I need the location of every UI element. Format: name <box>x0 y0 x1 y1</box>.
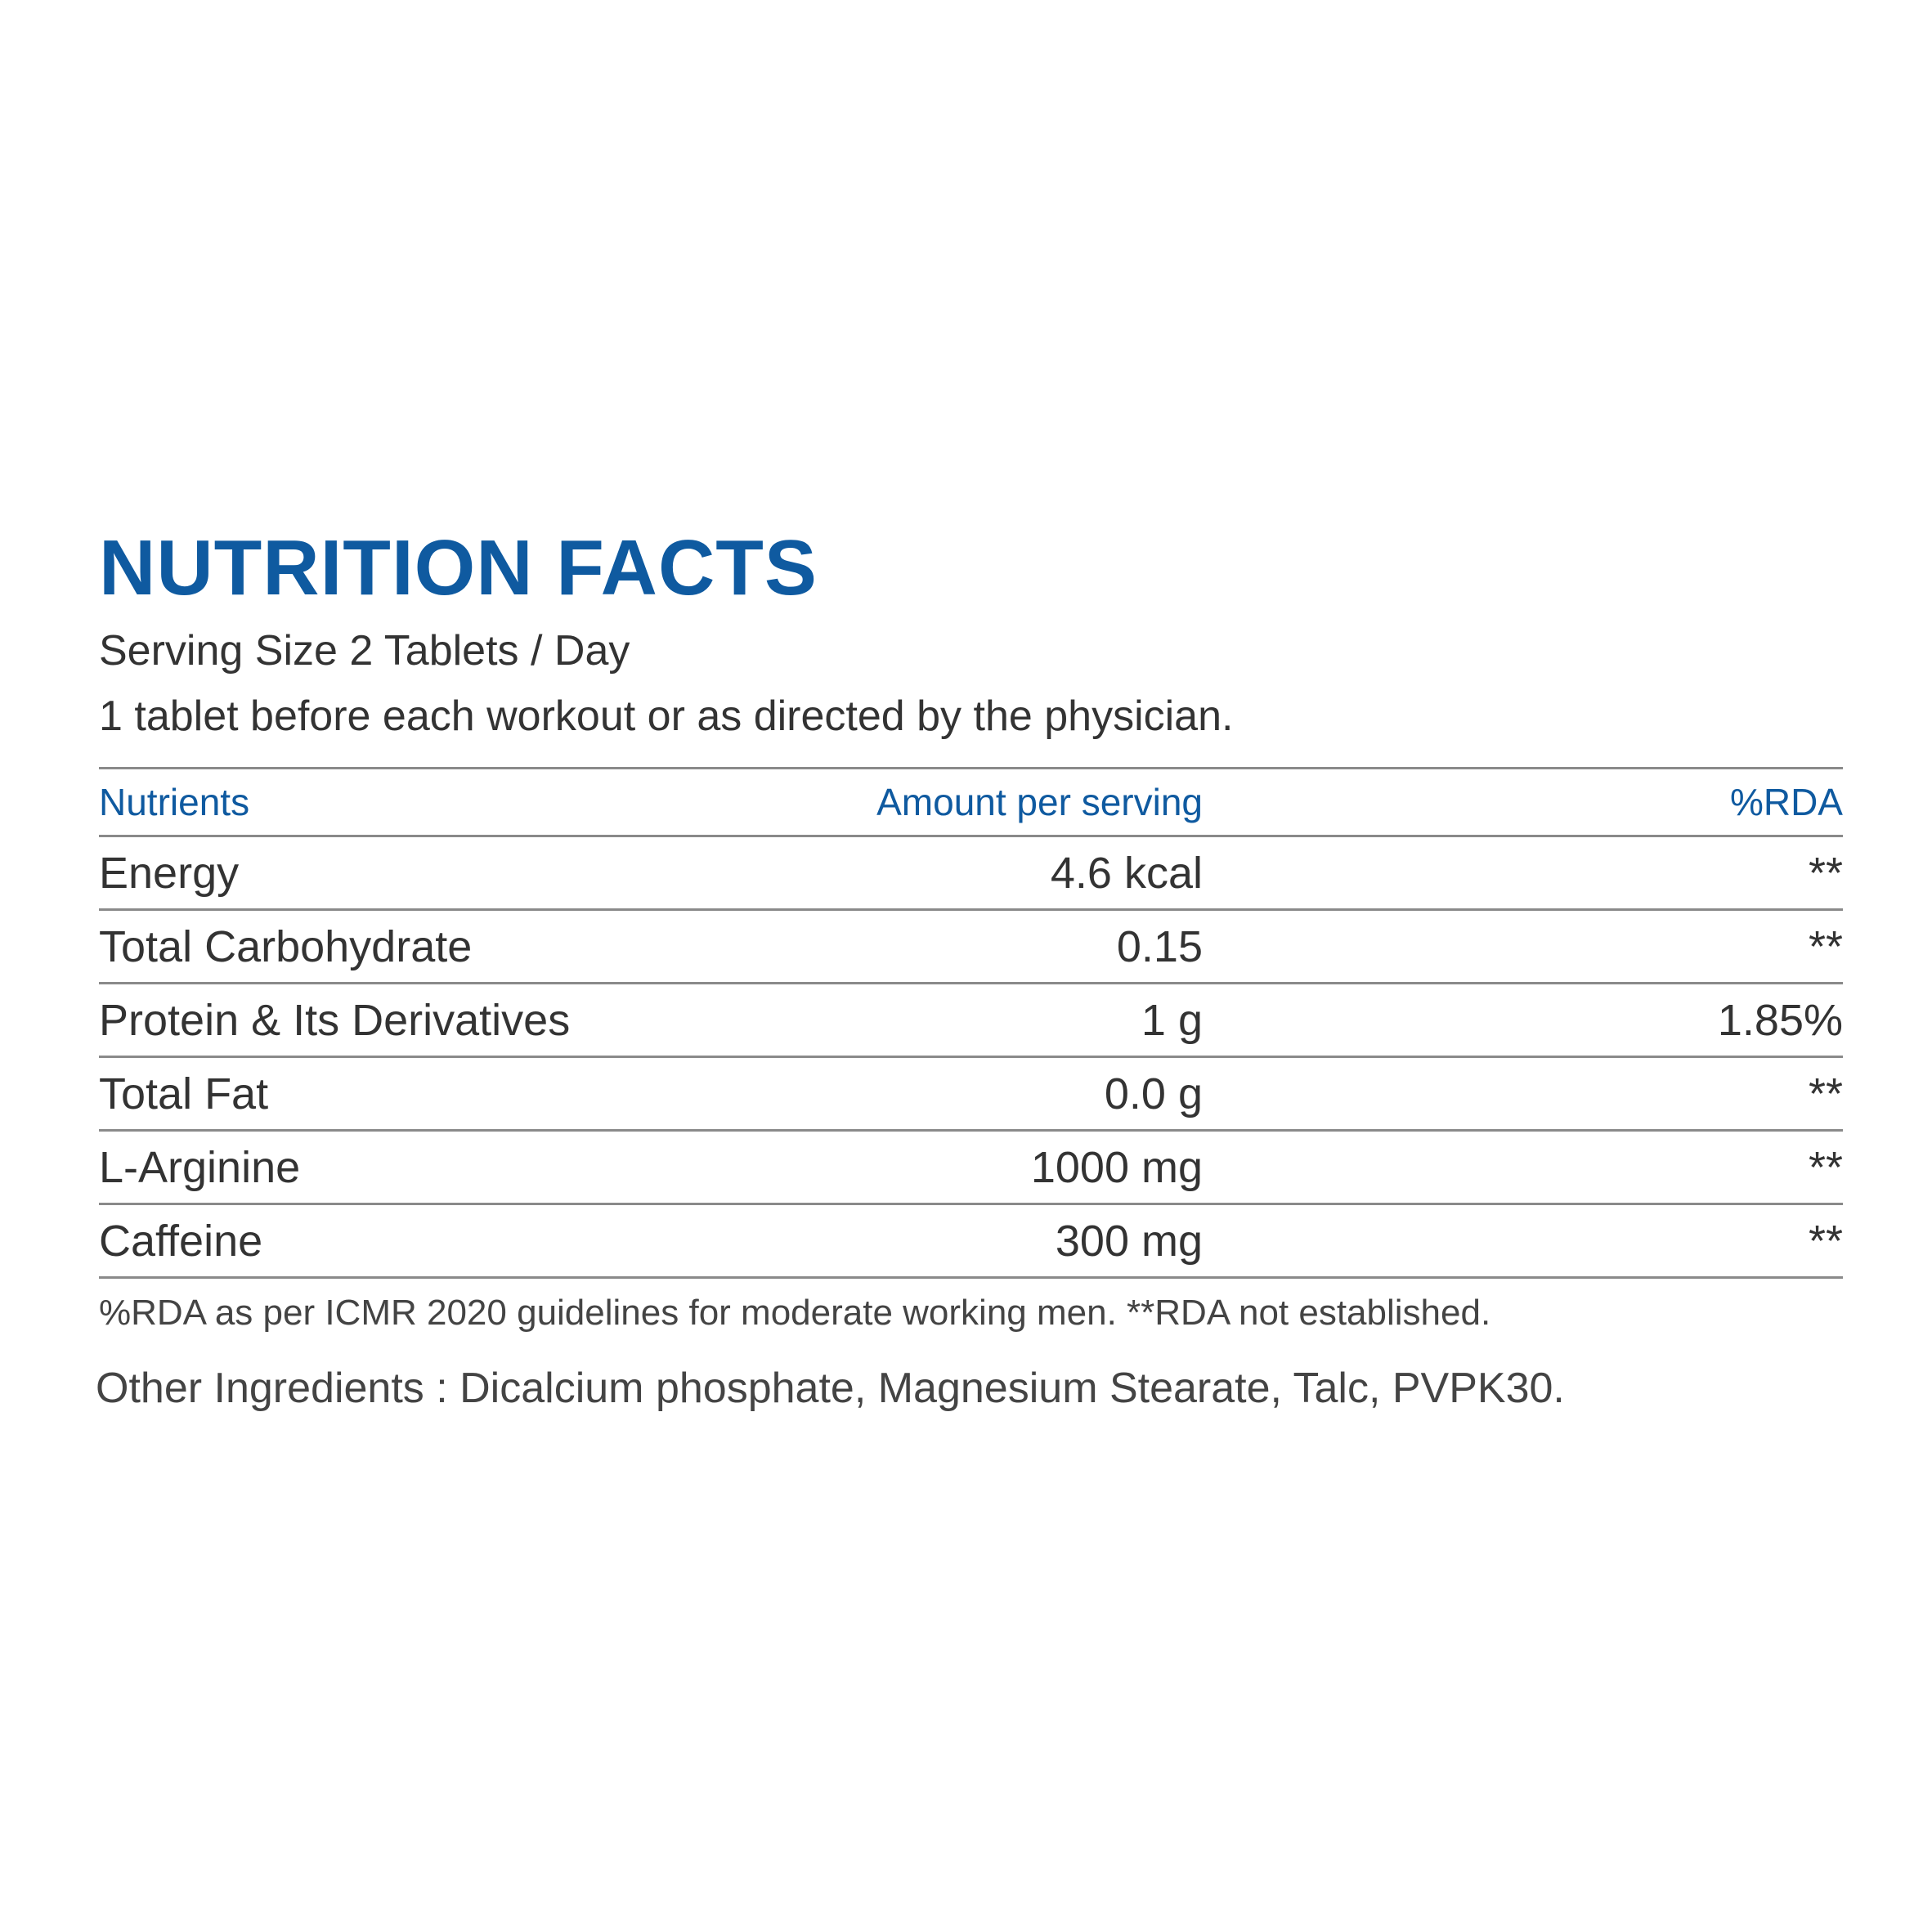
table-row: Energy 4.6 kcal ** <box>99 836 1843 911</box>
table-row: Protein & Its Derivatives 1 g 1.85% <box>99 983 1843 1058</box>
nutrient-rda: 1.85% <box>1203 983 1843 1058</box>
column-header-nutrients: Nutrients <box>99 768 835 837</box>
nutrient-rda: ** <box>1203 1130 1843 1205</box>
rda-footnote: %RDA as per ICMR 2020 guidelines for mod… <box>99 1293 1491 1333</box>
directions: 1 tablet before each workout or as direc… <box>99 693 1234 740</box>
nutrient-rda: ** <box>1203 1056 1843 1132</box>
nutrient-rda: ** <box>1203 836 1843 911</box>
nutrient-name: Energy <box>99 836 835 911</box>
nutrient-amount: 1000 mg <box>835 1130 1203 1205</box>
other-ingredients: Other Ingredients : Dicalcium phosphate,… <box>96 1365 1565 1412</box>
table-row: Caffeine 300 mg ** <box>99 1204 1843 1279</box>
nutrient-amount: 1 g <box>835 983 1203 1058</box>
nutrient-rda: ** <box>1203 909 1843 984</box>
nutrient-amount: 300 mg <box>835 1204 1203 1279</box>
nutrition-table: Nutrients Amount per serving %RDA Energy… <box>99 767 1843 1279</box>
table-row: Total Carbohydrate 0.15 ** <box>99 909 1843 984</box>
table-row: Total Fat 0.0 g ** <box>99 1056 1843 1132</box>
nutrient-amount: 0.0 g <box>835 1056 1203 1132</box>
nutrient-name: Protein & Its Derivatives <box>99 983 835 1058</box>
nutrient-rda: ** <box>1203 1204 1843 1279</box>
nutrient-name: Caffeine <box>99 1204 835 1279</box>
nutrition-facts-panel: NUTRITION FACTS Serving Size 2 Tablets /… <box>96 523 1843 1421</box>
nutrient-name: Total Fat <box>99 1056 835 1132</box>
nutrient-name: L-Arginine <box>99 1130 835 1205</box>
nutrient-name: Total Carbohydrate <box>99 909 835 984</box>
nutrient-amount: 0.15 <box>835 909 1203 984</box>
nutrient-amount: 4.6 kcal <box>835 836 1203 911</box>
page-title: NUTRITION FACTS <box>99 524 818 612</box>
table-row: L-Arginine 1000 mg ** <box>99 1130 1843 1205</box>
serving-size: Serving Size 2 Tablets / Day <box>99 627 630 675</box>
table-header-row: Nutrients Amount per serving %RDA <box>99 768 1843 837</box>
column-header-amount: Amount per serving <box>835 768 1203 837</box>
column-header-rda: %RDA <box>1203 768 1843 837</box>
